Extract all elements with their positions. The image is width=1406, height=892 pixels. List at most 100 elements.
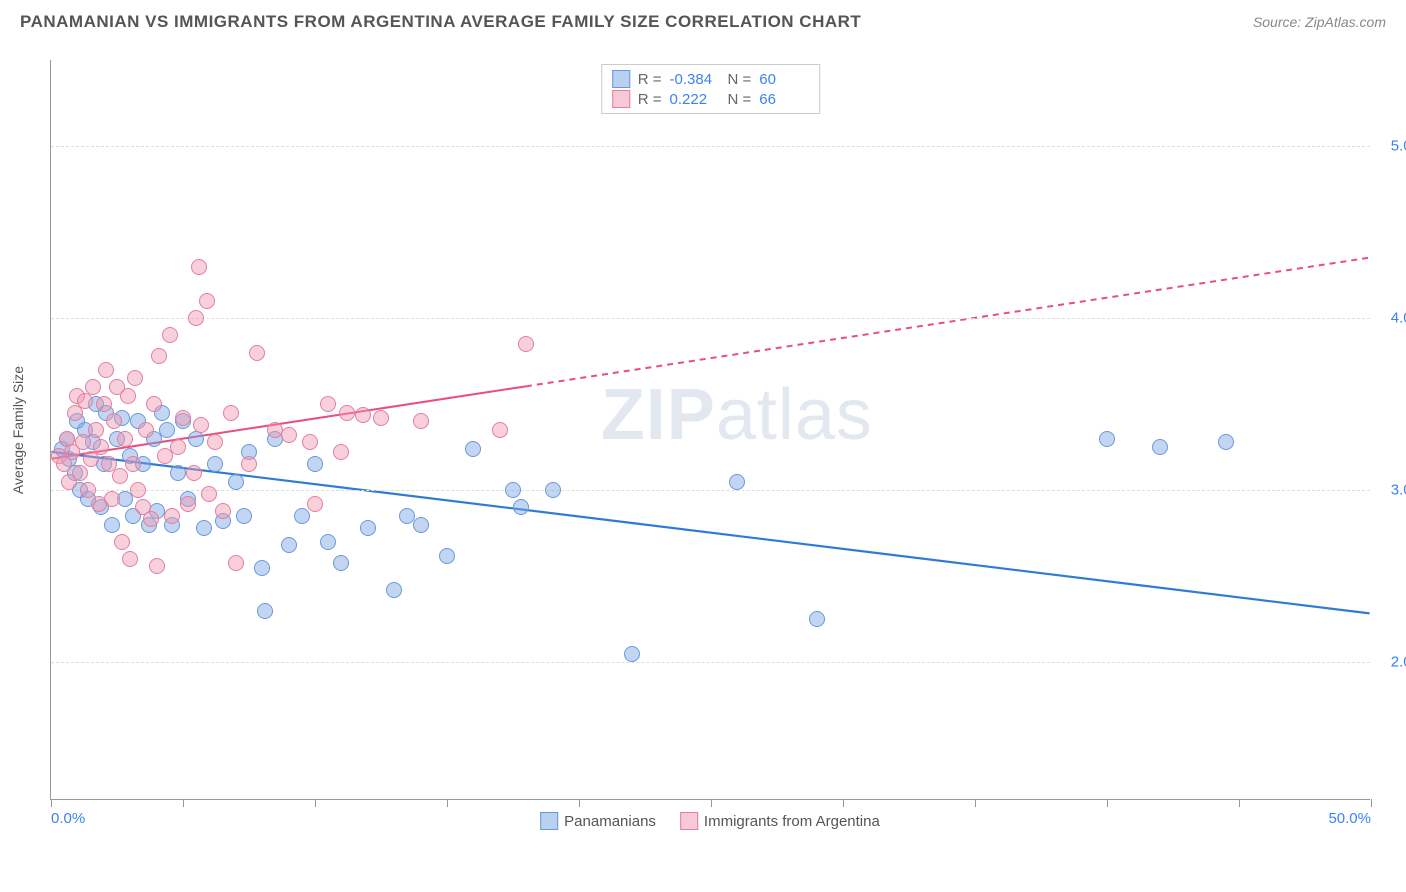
plot-area: ZIPatlas R =-0.384N =60R =0.222N =66 2.0…	[50, 60, 1370, 800]
x-tick	[579, 799, 580, 807]
scatter-point	[114, 534, 130, 550]
x-tick	[183, 799, 184, 807]
series-swatch	[612, 90, 630, 108]
scatter-point	[199, 293, 215, 309]
scatter-point	[196, 520, 212, 536]
scatter-point	[333, 555, 349, 571]
series-swatch	[612, 70, 630, 88]
scatter-point	[505, 482, 521, 498]
scatter-point	[281, 537, 297, 553]
scatter-point	[518, 336, 534, 352]
scatter-point	[191, 259, 207, 275]
scatter-point	[294, 508, 310, 524]
scatter-point	[130, 482, 146, 498]
scatter-point	[88, 422, 104, 438]
legend-swatch	[680, 812, 698, 830]
scatter-point	[236, 508, 252, 524]
scatter-point	[85, 379, 101, 395]
legend-item: Immigrants from Argentina	[680, 812, 880, 830]
scatter-point	[75, 434, 91, 450]
scatter-point	[98, 362, 114, 378]
scatter-point	[77, 393, 93, 409]
scatter-point	[170, 439, 186, 455]
scatter-point	[186, 465, 202, 481]
x-tick	[843, 799, 844, 807]
y-axis-label: Average Family Size	[10, 366, 26, 494]
scatter-point	[162, 327, 178, 343]
scatter-point	[106, 413, 122, 429]
scatter-point	[138, 422, 154, 438]
scatter-point	[302, 434, 318, 450]
x-tick	[711, 799, 712, 807]
source-attribution: Source: ZipAtlas.com	[1253, 14, 1386, 30]
y-tick-label: 5.00	[1375, 138, 1406, 155]
y-tick-label: 2.00	[1375, 654, 1406, 671]
chart-container: ZIPatlas R =-0.384N =60R =0.222N =66 2.0…	[50, 60, 1370, 800]
scatter-point	[180, 496, 196, 512]
scatter-point	[122, 551, 138, 567]
chart-header: PANAMANIAN VS IMMIGRANTS FROM ARGENTINA …	[0, 0, 1406, 40]
legend-swatch	[540, 812, 558, 830]
scatter-point	[112, 468, 128, 484]
scatter-point	[104, 491, 120, 507]
scatter-point	[809, 611, 825, 627]
scatter-point	[307, 496, 323, 512]
x-tick	[1239, 799, 1240, 807]
scatter-point	[207, 434, 223, 450]
stats-n-label: N =	[728, 71, 752, 88]
scatter-point	[164, 508, 180, 524]
gridline	[51, 490, 1370, 491]
scatter-point	[254, 560, 270, 576]
scatter-point	[228, 555, 244, 571]
legend-item: Panamanians	[540, 812, 656, 830]
gridline	[51, 146, 1370, 147]
correlation-stats-box: R =-0.384N =60R =0.222N =66	[601, 64, 821, 114]
x-tick-label: 50.0%	[1328, 810, 1371, 827]
scatter-point	[320, 534, 336, 550]
scatter-point	[146, 396, 162, 412]
scatter-point	[465, 441, 481, 457]
scatter-point	[320, 396, 336, 412]
scatter-point	[72, 465, 88, 481]
scatter-point	[355, 407, 371, 423]
y-tick-label: 4.00	[1375, 310, 1406, 327]
scatter-point	[127, 370, 143, 386]
gridline	[51, 662, 1370, 663]
scatter-point	[104, 517, 120, 533]
scatter-point	[545, 482, 561, 498]
scatter-point	[1218, 434, 1234, 450]
scatter-point	[333, 444, 349, 460]
x-tick-label: 0.0%	[51, 810, 85, 827]
scatter-point	[386, 582, 402, 598]
scatter-point	[151, 348, 167, 364]
scatter-point	[1152, 439, 1168, 455]
scatter-point	[241, 456, 257, 472]
scatter-point	[215, 503, 231, 519]
stats-row: R =-0.384N =60	[612, 69, 810, 89]
scatter-point	[175, 410, 191, 426]
scatter-point	[624, 646, 640, 662]
scatter-point	[492, 422, 508, 438]
scatter-point	[117, 431, 133, 447]
x-tick	[975, 799, 976, 807]
scatter-point	[125, 456, 141, 472]
scatter-point	[207, 456, 223, 472]
scatter-point	[201, 486, 217, 502]
scatter-point	[1099, 431, 1115, 447]
scatter-point	[80, 482, 96, 498]
scatter-point	[188, 310, 204, 326]
scatter-point	[170, 465, 186, 481]
stats-n-label: N =	[728, 91, 752, 108]
scatter-point	[188, 431, 204, 447]
scatter-point	[96, 396, 112, 412]
x-tick	[447, 799, 448, 807]
scatter-point	[413, 517, 429, 533]
scatter-point	[223, 405, 239, 421]
scatter-point	[143, 511, 159, 527]
stats-n-value: 60	[759, 71, 809, 88]
stats-row: R =0.222N =66	[612, 89, 810, 109]
stats-r-value: 0.222	[670, 91, 720, 108]
scatter-point	[439, 548, 455, 564]
scatter-point	[257, 603, 273, 619]
trend-lines	[51, 60, 1370, 799]
